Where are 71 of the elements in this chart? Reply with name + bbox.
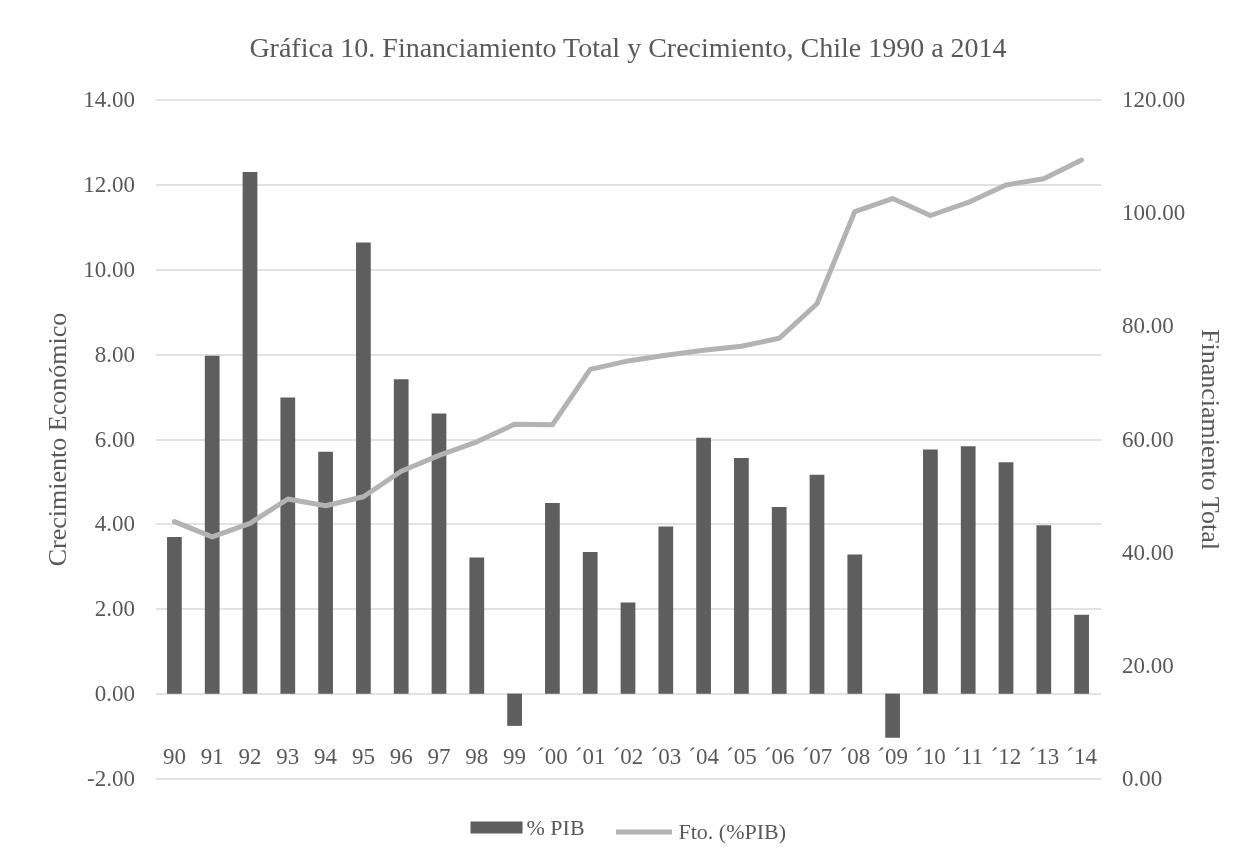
x-tick-label: 93 — [276, 744, 300, 770]
y-tick-label: 2.00 — [94, 596, 135, 622]
y-tick-label: 6.00 — [94, 426, 135, 452]
x-tick-label: 91 — [200, 744, 224, 770]
x-tick-label: ´00 — [537, 744, 568, 770]
x-tick-label: ´13 — [1028, 744, 1060, 770]
y-tick-label: 12.00 — [83, 171, 135, 197]
bar — [582, 551, 598, 694]
x-tick-label: ´11 — [953, 744, 984, 770]
bar — [167, 537, 182, 694]
y2-tick-label: 20.00 — [1122, 652, 1174, 678]
y-tick-label: 0.00 — [94, 681, 135, 707]
x-tick-label: ´03 — [650, 744, 682, 770]
y2-tick-label: 0.00 — [1122, 766, 1163, 791]
y2-tick-label: 120.00 — [1122, 87, 1186, 112]
bar — [204, 355, 220, 694]
bar — [998, 462, 1014, 694]
x-tick-label: ´05 — [726, 744, 757, 770]
y-tick-label: -2.00 — [87, 766, 135, 791]
x-tick-label: 95 — [351, 744, 375, 770]
bar — [620, 602, 636, 694]
bar — [696, 437, 711, 694]
x-tick-label: ´06 — [763, 744, 795, 770]
legend-label: % PIB — [526, 814, 585, 840]
bar — [356, 242, 371, 694]
bar — [809, 474, 825, 694]
x-tick-label: 97 — [427, 744, 451, 770]
bar — [1074, 614, 1089, 694]
x-tick-label: 99 — [503, 744, 527, 770]
bar — [545, 503, 560, 694]
bar — [734, 458, 749, 694]
bar — [960, 446, 976, 694]
x-tick-label: 96 — [389, 744, 413, 770]
bar — [771, 506, 787, 694]
bar — [847, 554, 863, 694]
x-tick-label: ´12 — [990, 744, 1022, 770]
x-tick-label: ´08 — [839, 744, 871, 770]
bar — [1036, 525, 1052, 694]
bar — [318, 451, 333, 694]
x-tick-label: ´04 — [688, 744, 720, 770]
x-tick-label: 98 — [465, 744, 489, 770]
y2-tick-label: 60.00 — [1122, 426, 1174, 452]
x-tick-label: 90 — [162, 744, 186, 770]
y-tick-label: 10.00 — [83, 256, 135, 282]
chart-title: Gráfica 10. Financiamiento Total y Crecimiento, Chile 1990 a 2014 — [249, 31, 1007, 63]
y2-axis-title: Financiamiento Total — [1196, 329, 1226, 550]
legend-label: Fto. (%PIB) — [678, 819, 787, 844]
bar — [923, 449, 938, 694]
bar — [507, 693, 522, 726]
y-tick-label: 14.00 — [83, 87, 135, 112]
y2-tick-label: 100.00 — [1122, 200, 1186, 226]
y-tick-label: 8.00 — [94, 341, 135, 367]
bar — [885, 693, 900, 738]
x-tick-label: ´10 — [915, 744, 946, 770]
bar — [280, 397, 296, 694]
x-tick-label: 94 — [314, 744, 338, 770]
y2-tick-label: 80.00 — [1122, 313, 1174, 339]
y2-tick-label: 40.00 — [1122, 539, 1174, 565]
x-tick-label: ´14 — [1066, 744, 1098, 770]
bar — [469, 557, 485, 694]
x-tick-label: 92 — [238, 744, 262, 770]
x-tick-label: ´02 — [612, 744, 644, 770]
bar — [431, 413, 447, 694]
y-axis-title: Crecimiento Económico — [43, 312, 73, 567]
bar — [658, 526, 674, 694]
x-tick-label: ´07 — [801, 744, 833, 770]
bar — [393, 379, 409, 694]
x-tick-label: ´09 — [877, 744, 908, 770]
bar — [242, 172, 258, 694]
y-tick-label: 4.00 — [94, 511, 135, 537]
x-tick-label: ´01 — [574, 744, 606, 770]
